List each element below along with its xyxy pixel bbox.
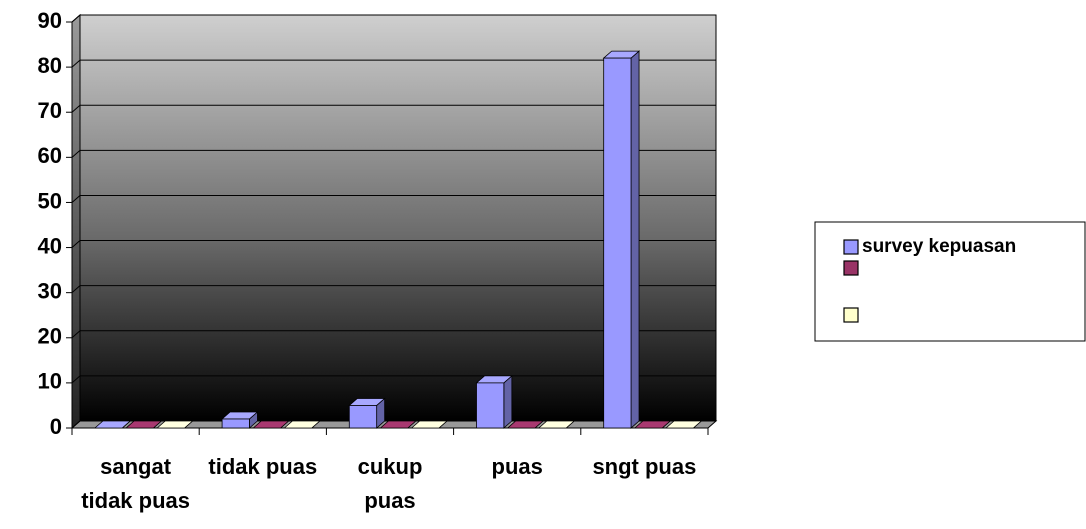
grid-line [71, 149, 716, 158]
legend-box [814, 221, 1086, 342]
bar [537, 420, 576, 429]
grid-line [71, 330, 716, 339]
bar [506, 420, 545, 429]
bar [410, 420, 449, 429]
grid-line [71, 14, 716, 23]
legend-swatch [843, 239, 859, 255]
y-tick-label: 10 [38, 369, 62, 394]
bar-top [156, 420, 194, 429]
bar [379, 420, 417, 429]
bar [252, 420, 290, 429]
grid-line [71, 240, 716, 248]
x-tick-label: puas [492, 454, 543, 479]
y-tick-label: 50 [38, 188, 62, 213]
x-tick-label: cukup puas [358, 454, 423, 513]
bar [475, 375, 513, 429]
y-tick-label: 60 [38, 143, 62, 168]
bar [156, 420, 194, 429]
bar-top [124, 420, 163, 429]
bar [633, 420, 672, 429]
y-tick-label: 80 [38, 53, 62, 78]
x-tick-label: sngt puas [592, 454, 696, 479]
bar-front [348, 405, 378, 429]
bar [602, 50, 641, 429]
bar-top [283, 420, 321, 429]
y-tick-label: 20 [38, 324, 62, 349]
bar [283, 420, 321, 429]
y-tick-label: 70 [38, 98, 62, 123]
y-tick-label: 90 [38, 8, 62, 33]
bar-front [476, 382, 505, 429]
grid-line [71, 104, 716, 113]
bar-top [537, 420, 576, 429]
bar-top [410, 420, 449, 429]
bar-top [252, 420, 290, 429]
bar-side [503, 375, 513, 429]
bar [93, 420, 132, 429]
x-tick-label: sangat tidak puas [81, 454, 190, 513]
bar [664, 420, 703, 429]
legend-label: survey kepuasan [862, 236, 1016, 257]
bar-top [506, 420, 545, 429]
bar [348, 397, 386, 429]
y-tick-label: 40 [38, 233, 62, 258]
legend-swatch [843, 260, 859, 276]
bar-front [603, 57, 632, 429]
bar-top [93, 420, 132, 429]
bar-top [633, 420, 672, 429]
y-tick-label: 0 [50, 414, 62, 439]
bar-top [664, 420, 703, 429]
bar-top [379, 420, 417, 429]
grid-line [71, 285, 716, 294]
bar [221, 411, 259, 429]
y-tick-label: 30 [38, 278, 62, 303]
bar [124, 420, 163, 429]
grid-line [71, 194, 716, 203]
x-tick-label: tidak puas [208, 454, 317, 479]
bar-front [221, 418, 250, 429]
bar-side [630, 50, 640, 429]
grid-line [71, 59, 716, 68]
side-wall [71, 13, 81, 430]
legend-swatch [843, 307, 859, 323]
